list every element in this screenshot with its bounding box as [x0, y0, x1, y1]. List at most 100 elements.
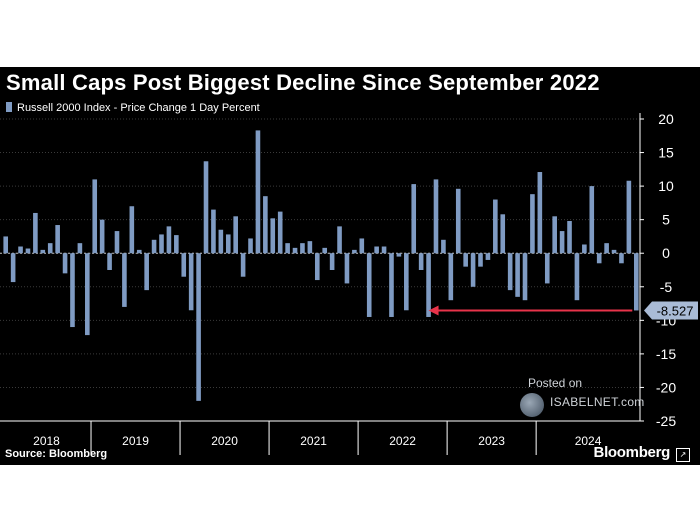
bar — [151, 239, 157, 254]
last-value-label: -8.527 — [657, 303, 694, 318]
bar — [455, 188, 461, 254]
bar — [218, 229, 224, 254]
bar — [33, 212, 38, 254]
x-tick-label: 2024 — [575, 434, 602, 448]
bar — [389, 253, 394, 317]
bar — [144, 253, 149, 291]
bar — [107, 253, 112, 270]
bar — [470, 253, 476, 287]
bar — [255, 130, 261, 254]
bar — [329, 253, 335, 270]
bar — [233, 216, 238, 254]
bar — [10, 253, 16, 283]
bar — [174, 235, 179, 254]
watermark-posted-on: Posted on — [528, 376, 583, 390]
bar — [478, 253, 483, 267]
watermark-logo-icon — [520, 393, 544, 417]
bar — [604, 243, 609, 254]
bar — [322, 247, 328, 254]
chart-background — [0, 67, 700, 465]
x-tick-label: 2020 — [211, 434, 238, 448]
bar — [92, 179, 98, 254]
y-tick-label: -20 — [656, 379, 676, 395]
bar — [129, 206, 135, 254]
chart-share-icon[interactable]: ↗ — [676, 448, 690, 462]
bar — [136, 249, 142, 254]
y-tick-label: -5 — [660, 279, 673, 295]
bar — [544, 253, 550, 284]
bar — [574, 253, 580, 301]
bar — [500, 214, 506, 254]
bar — [292, 247, 298, 254]
bar — [211, 209, 216, 254]
bar — [55, 225, 60, 254]
watermark-site: ISABELNET.com — [550, 395, 645, 409]
bar — [159, 234, 164, 254]
bar — [337, 226, 342, 254]
bar — [188, 253, 194, 311]
bar — [25, 248, 31, 254]
bar — [47, 243, 53, 254]
bar — [240, 253, 246, 277]
bar — [344, 253, 350, 284]
bar — [314, 253, 320, 281]
bar — [18, 246, 23, 254]
bar — [493, 199, 498, 254]
bar — [366, 253, 372, 317]
bar — [359, 238, 365, 254]
y-tick-label: 0 — [662, 245, 670, 261]
bar — [196, 253, 201, 401]
bar — [582, 244, 587, 254]
y-tick-label: 10 — [658, 178, 674, 194]
bar — [181, 253, 187, 277]
bar — [485, 253, 491, 260]
bar — [441, 239, 446, 254]
bar — [70, 253, 75, 328]
y-tick-label: 15 — [658, 145, 674, 161]
x-tick-label: 2023 — [478, 434, 505, 448]
bar — [507, 253, 513, 291]
bar — [567, 221, 572, 254]
bar — [77, 243, 83, 254]
bar — [374, 246, 379, 254]
bar — [448, 253, 454, 301]
bar — [537, 172, 543, 254]
bar — [522, 253, 528, 301]
bar — [203, 161, 209, 254]
chart-title: Small Caps Post Biggest Decline Since Se… — [6, 70, 600, 95]
bar — [530, 194, 535, 254]
legend-label: Russell 2000 Index - Price Change 1 Day … — [17, 102, 260, 114]
bar — [463, 253, 468, 267]
bar — [396, 253, 402, 257]
bar — [285, 243, 290, 254]
bar — [596, 253, 602, 264]
bar — [611, 249, 617, 254]
bar — [633, 253, 639, 311]
bar — [62, 253, 68, 274]
source-note: Source: Bloomberg — [5, 448, 108, 460]
y-tick-label: -25 — [656, 413, 676, 429]
x-tick-label: 2018 — [33, 434, 60, 448]
bar — [426, 253, 431, 317]
last-value-badge — [644, 301, 698, 320]
y-tick-label: 5 — [662, 212, 670, 228]
bar — [300, 243, 305, 254]
y-tick-label: 20 — [658, 111, 674, 127]
y-tick-label: -15 — [656, 346, 676, 362]
bar — [619, 253, 624, 264]
bar — [263, 196, 268, 254]
legend-swatch — [6, 102, 12, 112]
bar — [248, 238, 253, 254]
bar — [352, 249, 357, 254]
bar — [277, 211, 283, 254]
bar — [40, 249, 46, 254]
bar — [559, 231, 565, 254]
bar — [114, 231, 120, 254]
x-tick-label: 2022 — [389, 434, 416, 448]
bar — [85, 253, 90, 336]
bar — [418, 253, 424, 270]
bar — [3, 236, 9, 254]
x-tick-label: 2021 — [300, 434, 327, 448]
bar — [225, 234, 231, 254]
bar — [122, 253, 127, 307]
